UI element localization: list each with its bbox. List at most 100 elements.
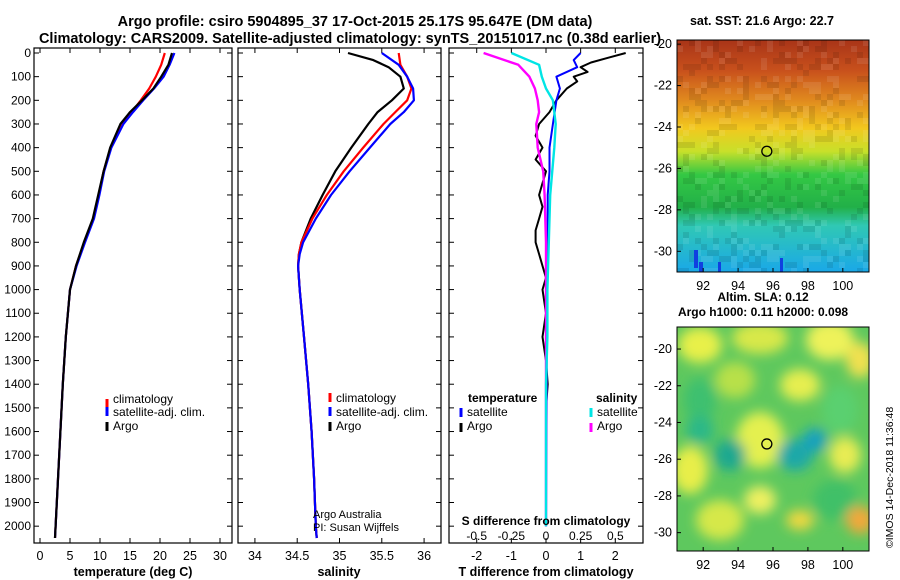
sst-cell	[713, 46, 719, 52]
sst-cell	[863, 250, 869, 256]
sst-cell	[749, 154, 755, 160]
map-x-tick-label: 96	[766, 279, 780, 293]
sst-cell	[761, 154, 767, 160]
sst-cell	[677, 268, 683, 272]
legend-label-argo: Argo	[336, 419, 362, 433]
sst-cell	[719, 172, 725, 178]
sst-cell	[779, 232, 785, 238]
sst-cell	[683, 154, 689, 160]
sst-cell	[845, 58, 851, 64]
sst-cell	[827, 118, 833, 124]
sst-cell	[851, 226, 857, 232]
temperature-series	[53, 52, 176, 539]
s-difference-xlabel: S difference from climatology	[462, 514, 631, 528]
sst-cell	[863, 76, 869, 82]
sst-cell	[725, 196, 731, 202]
sst-cell	[767, 40, 773, 46]
sst-cell	[863, 136, 869, 142]
sst-cell	[845, 220, 851, 226]
sst-cell	[809, 118, 815, 124]
sst-cell	[815, 58, 821, 64]
sst-cell	[851, 214, 857, 220]
sst-cell	[755, 124, 761, 130]
sst-cell	[809, 88, 815, 94]
y-tick-label: 800	[11, 235, 31, 249]
sst-cell	[785, 220, 791, 226]
sst-cell	[803, 82, 809, 88]
sst-cell	[743, 148, 749, 154]
sst-cell	[761, 76, 767, 82]
sst-cell	[707, 46, 713, 52]
sst-cell	[695, 214, 701, 220]
sst-cell	[821, 100, 827, 106]
sst-cell	[737, 46, 743, 52]
sst-cell	[683, 178, 689, 184]
sst-cell	[707, 130, 713, 136]
map-y-tick-label: -30	[654, 526, 672, 540]
sst-cell	[701, 106, 707, 112]
sst-cell	[695, 64, 701, 70]
sst-cell	[851, 136, 857, 142]
x-tick-label: 2	[612, 549, 619, 563]
sst-cell	[713, 148, 719, 154]
sst-cell	[773, 100, 779, 106]
sst-cell	[737, 208, 743, 214]
sla-blob	[806, 327, 854, 360]
sst-cell	[767, 136, 773, 142]
sst-cell	[779, 148, 785, 154]
sst-cell	[845, 250, 851, 256]
sst-cell	[797, 172, 803, 178]
sst-cell	[701, 142, 707, 148]
sst-cell	[713, 202, 719, 208]
temperature-line-argo	[53, 52, 174, 539]
sst-cell	[857, 238, 863, 244]
sst-cell	[827, 178, 833, 184]
sst-cell	[779, 250, 785, 256]
sst-cell	[767, 124, 773, 130]
sst-cell	[761, 184, 767, 190]
sst-cell	[833, 178, 839, 184]
sst-cell	[779, 220, 785, 226]
sst-cell	[827, 130, 833, 136]
sst-cell	[851, 184, 857, 190]
sla-blob	[715, 362, 755, 398]
sst-cell	[761, 160, 767, 166]
sst-cell	[839, 94, 845, 100]
sst-cell	[755, 262, 761, 268]
sst-cell	[803, 130, 809, 136]
sst-cell	[809, 106, 815, 112]
sla-blob	[732, 327, 788, 354]
sst-cell	[767, 166, 773, 172]
sst-cell	[785, 52, 791, 58]
sst-cell	[815, 220, 821, 226]
sst-cell	[761, 124, 767, 130]
sst-cell	[803, 106, 809, 112]
sst-cell	[779, 208, 785, 214]
sst-cell	[689, 220, 695, 226]
sst-cell	[749, 268, 755, 272]
sst-cell	[863, 172, 869, 178]
temperature-xlabel: temperature (deg C)	[74, 565, 193, 579]
sst-cell	[767, 178, 773, 184]
sst-cell	[815, 232, 821, 238]
sst-cell	[719, 178, 725, 184]
y-tick-label: 1700	[4, 448, 31, 462]
sst-cell	[767, 196, 773, 202]
difference-series	[483, 51, 626, 527]
sst-cell	[749, 190, 755, 196]
sst-cell	[719, 166, 725, 172]
sst-cell	[833, 124, 839, 130]
sst-cell	[785, 58, 791, 64]
sst-cell	[743, 112, 749, 118]
sst-cell	[809, 82, 815, 88]
y-tick-label: 1500	[4, 401, 31, 415]
sst-map-panel: sat. SST: 21.6 Argo: 22.7 92 94 96 98 100 -20…	[654, 14, 870, 293]
sst-cell	[683, 232, 689, 238]
sst-cell	[689, 178, 695, 184]
x-tick-label: 10	[93, 549, 107, 563]
y-tick-label: 1800	[4, 472, 31, 486]
sla-blob	[696, 500, 744, 540]
sst-cell	[803, 214, 809, 220]
sst-cell	[707, 268, 713, 272]
map-y-tick-label: -24	[654, 415, 672, 429]
